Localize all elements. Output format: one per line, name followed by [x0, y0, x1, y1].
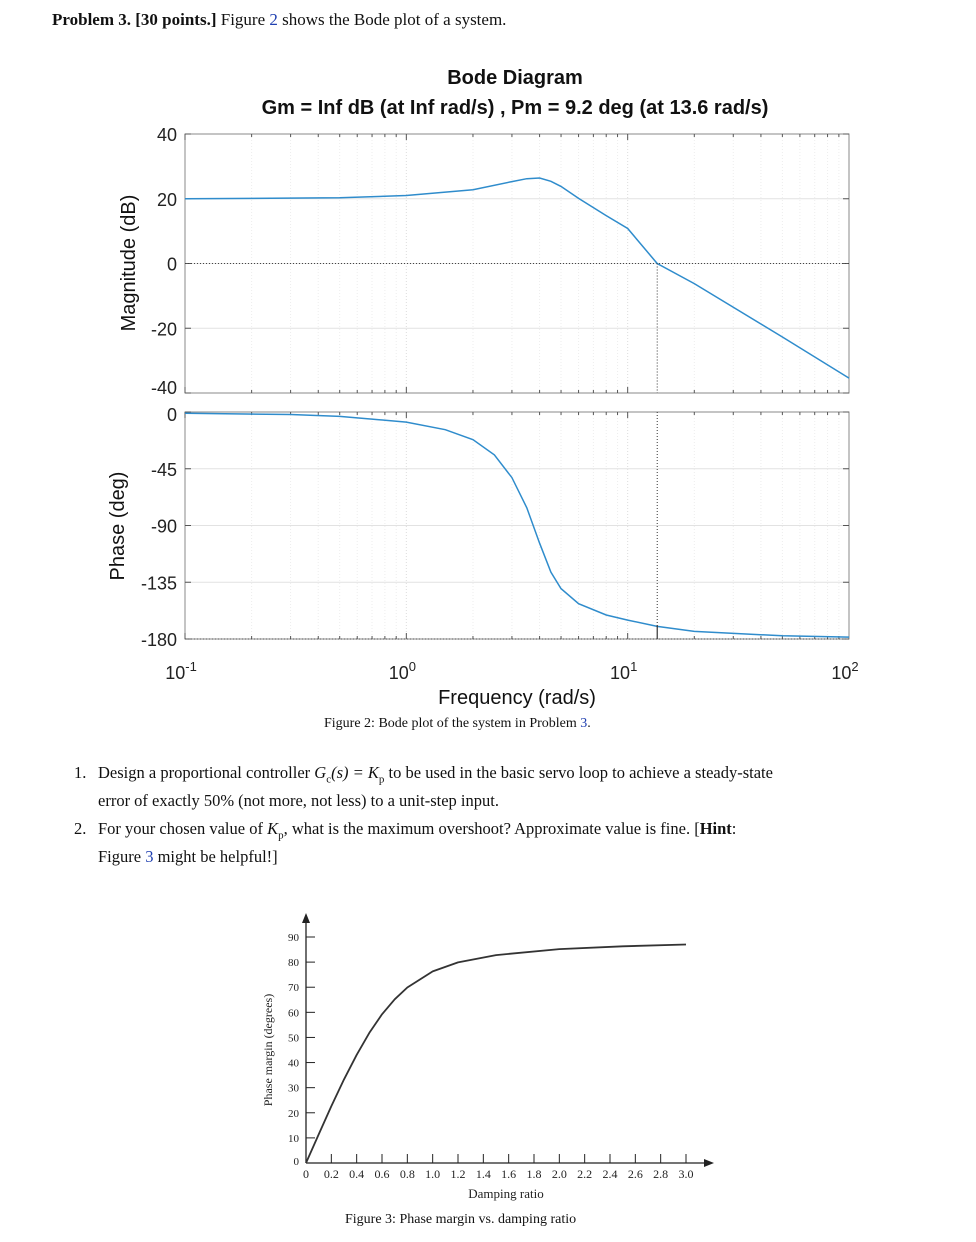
- y-tick-label: 40: [157, 125, 177, 145]
- phase-margin-curve: [305, 943, 687, 1164]
- phase-margin-axis-label: Phase margin (degrees): [261, 994, 275, 1106]
- question-2-text-cont: , what is the maximum overshoot? Approxi…: [283, 819, 700, 838]
- magnitude-axis-label: Magnitude (dB): [118, 195, 140, 332]
- math-sub-p: p: [278, 829, 284, 842]
- x-tick-label: 1.8: [527, 1167, 542, 1181]
- question-2-line-2-text: Figure: [98, 847, 142, 867]
- x-tick-label: 101: [610, 659, 637, 683]
- phase-axis-label: Phase (deg): [107, 472, 129, 581]
- x-axis-arrow: [704, 1159, 714, 1167]
- question-1-text-cont: to be used in the basic servo loop to ac…: [388, 763, 773, 782]
- intro-before: Figure: [220, 10, 266, 29]
- problem-3-link[interactable]: 3: [580, 716, 588, 731]
- x-tick-label: 2.4: [603, 1167, 618, 1181]
- pm-axes: 0 0.2 0.4 0.6 0.8 1.0 1.2 1.4 1.6 1.8 2.0 2.2 2.4 2.6…: [288, 913, 714, 1181]
- x-tick-label: 1.0: [425, 1167, 440, 1181]
- y-tick-label: 20: [288, 1108, 300, 1120]
- y-tick-label: 40: [288, 1058, 300, 1070]
- figure-2-caption-text: Figure 2: Bode plot of the system in Pro…: [324, 716, 577, 731]
- x-tick-label: 2.2: [577, 1167, 592, 1181]
- x-tick-label: 10-1: [165, 659, 197, 683]
- y-tick-label: -135: [141, 573, 177, 593]
- intro-after: shows the Bode plot of a system.: [282, 10, 507, 29]
- y-tick-label: 90: [288, 932, 300, 944]
- question-2-number: 2.: [74, 819, 87, 838]
- question-1-text: Design a proportional controller: [98, 763, 311, 782]
- y-tick-label: 50: [288, 1032, 300, 1044]
- x-tick-label: 1.4: [476, 1167, 491, 1181]
- y-tick-label: -180: [141, 630, 177, 650]
- tick-labels: 40 20 0 -20 -40 0 -45 -90 -135 -180 10-1 100 101 102: [141, 125, 859, 683]
- y-tick-label: 30: [288, 1083, 300, 1095]
- damping-ratio-axis-label: Damping ratio: [468, 1186, 543, 1201]
- x-tick-label: 3.0: [679, 1167, 694, 1181]
- question-1-line-2: error of exactly 50% (not more, not less…: [98, 791, 499, 811]
- x-tick-label: 2.8: [653, 1167, 668, 1181]
- plot-marks: [184, 177, 850, 640]
- problem-points: [30 points.]: [135, 10, 217, 29]
- x-tick-label: 0.2: [324, 1167, 339, 1181]
- problem-statement: Problem 3. [30 points.] Figure 2 shows t…: [52, 10, 506, 30]
- y-axis-arrow: [302, 913, 310, 923]
- axis-ticks: [184, 133, 849, 640]
- y-tick-label: 70: [288, 982, 300, 994]
- y-tick-label: -90: [151, 517, 177, 537]
- y-tick-label: 60: [288, 1007, 300, 1019]
- bode-diagram: Bode Diagram Gm = Inf dB (at Inf rad/s) …: [107, 67, 859, 709]
- y-tick-label: 0: [294, 1156, 300, 1168]
- question-2-line-1: For your chosen value of Kp, what is the…: [98, 818, 936, 846]
- pm-marks: [305, 943, 687, 1164]
- question-1: 1. Design a proportional controller Gc(s…: [74, 762, 936, 812]
- grid-lines: [184, 134, 849, 639]
- figure-2-link[interactable]: 2: [269, 10, 278, 29]
- math-kp: (s) = K: [331, 763, 379, 782]
- math-g: G: [314, 763, 327, 782]
- y-tick-label: -20: [151, 319, 177, 339]
- y-tick-label: -45: [151, 460, 177, 480]
- magnitude-curve: [184, 177, 850, 379]
- chart-subtitle: Gm = Inf dB (at Inf rad/s) , Pm = 9.2 de…: [262, 97, 769, 119]
- phase-margin-chart: 0 0.2 0.4 0.6 0.8 1.0 1.2 1.4 1.6 1.8 2.0 2.2 2.4 2.6…: [261, 913, 714, 1201]
- frequency-axis-label: Frequency (rad/s): [438, 687, 596, 709]
- question-2: 2. For your chosen value of Kp, what is …: [74, 818, 936, 868]
- y-tick-label: 0: [167, 255, 177, 275]
- y-tick-label: 20: [157, 190, 177, 210]
- figure-3-caption: Figure 3: Phase margin vs. damping ratio: [345, 1212, 577, 1227]
- x-tick-label: 2.6: [628, 1167, 643, 1181]
- math-k: K: [267, 819, 279, 838]
- question-2-line-2: Figure 3 might be helpful!]: [98, 846, 936, 868]
- math-sub-p: p: [378, 773, 385, 786]
- y-tick-label: 10: [288, 1133, 300, 1145]
- question-1-line-1: Design a proportional controller Gc(s) =…: [98, 762, 936, 790]
- x-tick-label: 1.6: [501, 1167, 516, 1181]
- figure-2-caption-end: .: [587, 716, 591, 731]
- x-tick-label: 0.6: [375, 1167, 390, 1181]
- x-tick-label: 0.4: [349, 1167, 364, 1181]
- chart-title: Bode Diagram: [447, 67, 583, 89]
- hint-label: Hint: [699, 819, 732, 838]
- hint-colon: :: [731, 819, 737, 838]
- question-2-text: For your chosen value of: [98, 819, 263, 838]
- x-tick-label: 0.8: [400, 1167, 415, 1181]
- x-tick-label: 100: [389, 659, 416, 683]
- question-1-number: 1.: [74, 763, 87, 782]
- y-tick-label: 80: [288, 957, 300, 969]
- y-tick-label: 0: [167, 405, 177, 425]
- figure-3-link[interactable]: 3: [145, 847, 154, 867]
- figure-2-caption: Figure 2: Bode plot of the system in Pro…: [324, 716, 591, 732]
- y-tick-label: -40: [151, 378, 177, 398]
- x-tick-label: 2.0: [552, 1167, 567, 1181]
- math-sub-c: c: [326, 773, 332, 786]
- x-tick-label: 1.2: [451, 1167, 466, 1181]
- x-tick-label: 0: [303, 1167, 309, 1181]
- question-2-line-2-end: might be helpful!]: [157, 847, 278, 867]
- x-tick-label: 102: [831, 659, 858, 683]
- problem-label: Problem 3.: [52, 10, 132, 29]
